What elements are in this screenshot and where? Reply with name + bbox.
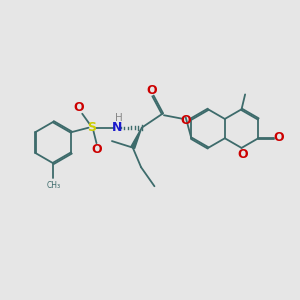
Polygon shape (131, 128, 142, 148)
Text: O: O (238, 148, 248, 161)
Text: H: H (115, 113, 123, 123)
Text: O: O (180, 114, 191, 127)
Text: S: S (88, 121, 97, 134)
Text: O: O (73, 101, 84, 114)
Text: N: N (112, 121, 122, 134)
Text: O: O (91, 142, 102, 156)
Text: O: O (274, 131, 284, 144)
Text: CH₃: CH₃ (46, 181, 61, 190)
Text: O: O (146, 84, 157, 98)
